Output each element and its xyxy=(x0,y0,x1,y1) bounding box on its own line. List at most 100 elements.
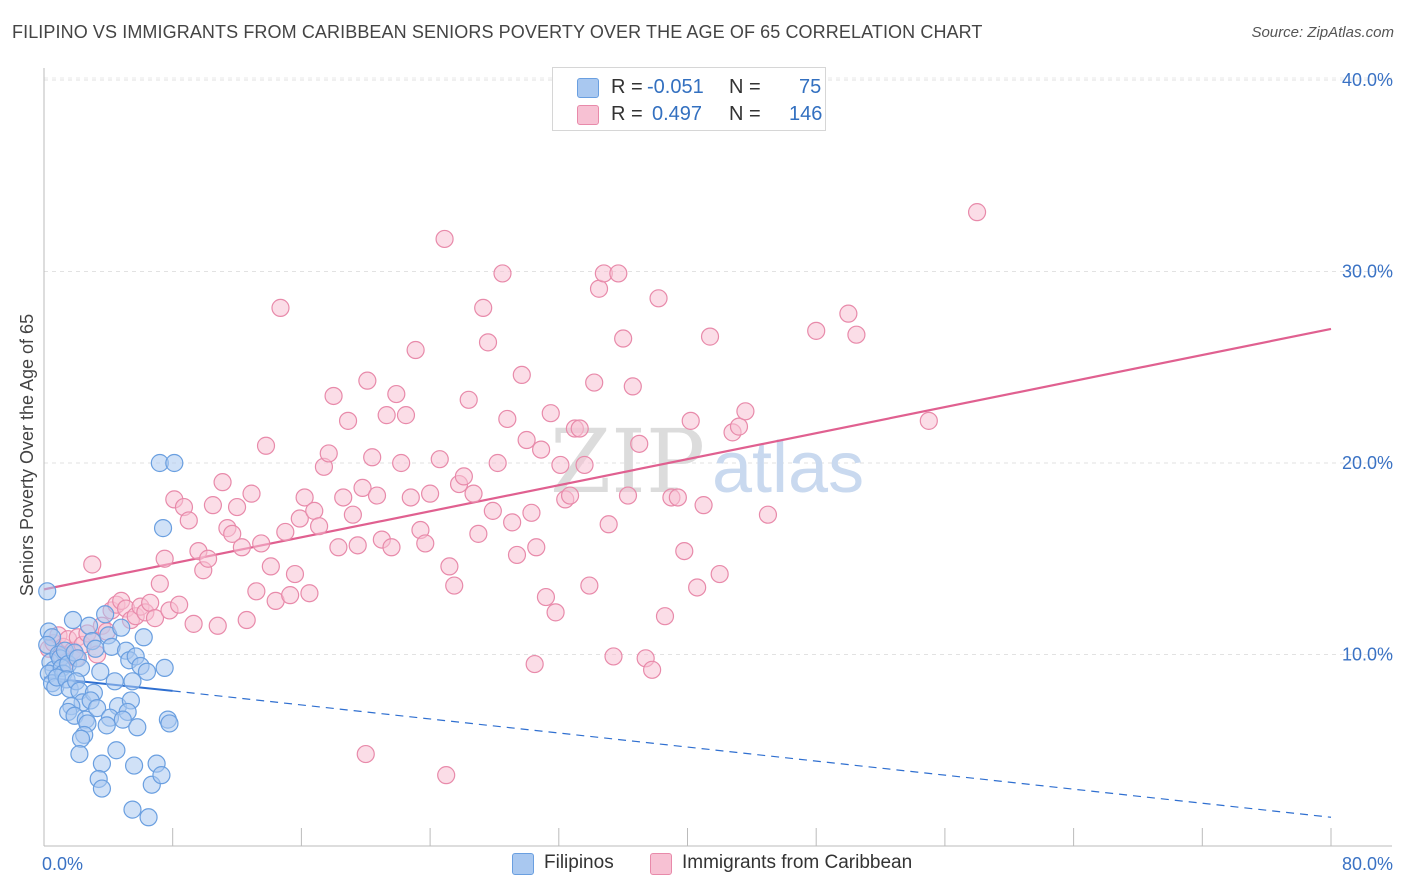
chart-title: FILIPINO VS IMMIGRANTS FROM CARIBBEAN SE… xyxy=(12,22,983,42)
caribbean-point-43 xyxy=(227,497,247,517)
caribbean-point-99 xyxy=(503,513,522,532)
caribbean-point-58 xyxy=(300,584,319,603)
caribbean-point-107 xyxy=(541,404,560,423)
caribbean-point-39 xyxy=(208,616,227,635)
filipinos-point-18 xyxy=(63,610,83,630)
filipinos-point-72 xyxy=(160,714,179,733)
caribbean-point-147 xyxy=(356,744,375,764)
filipinos-point-29 xyxy=(79,616,99,635)
trend-lines xyxy=(43,327,1332,818)
caribbean-point-111 xyxy=(560,486,580,505)
y-tick-label-2: 30.0% xyxy=(1342,262,1393,282)
caribbean-point-62 xyxy=(319,444,338,463)
caribbean-point-48 xyxy=(252,534,271,553)
legend-swatch-filipinos xyxy=(577,78,599,98)
filipinos-point-66 xyxy=(139,808,158,827)
x-tick-label-0: 0.0% xyxy=(42,854,83,874)
filipinos-point-51 xyxy=(112,618,131,637)
filipinos-point-60 xyxy=(134,628,153,647)
caribbean-point-113 xyxy=(570,419,589,438)
caribbean-point-25 xyxy=(141,593,160,612)
caribbean-point-46 xyxy=(242,484,261,503)
legend-r-value: 0.497 xyxy=(652,103,703,125)
tick-labels: 10.0% 20.0% 30.0% 40.0% 0.0% 80.0% xyxy=(42,70,1393,874)
y-tick-label-3: 40.0% xyxy=(1342,70,1393,90)
filipinos-trend-extension xyxy=(172,690,1332,818)
caribbean-point-76 xyxy=(387,384,406,404)
caribbean-point-122 xyxy=(614,329,633,348)
caribbean-point-68 xyxy=(348,536,367,555)
caribbean-point-50 xyxy=(261,557,280,576)
filipinos-point-40 xyxy=(92,754,112,773)
caribbean-point-75 xyxy=(382,538,401,557)
caribbean-point-33 xyxy=(179,511,198,530)
caribbean-point-53 xyxy=(276,522,295,542)
caribbean-point-149 xyxy=(525,654,544,674)
caribbean-point-102 xyxy=(517,430,536,450)
filipinos-point-0 xyxy=(38,582,57,601)
caribbean-point-148 xyxy=(437,766,456,785)
source-label: Source: ZipAtlas.com xyxy=(1251,24,1394,41)
filipinos-point-42 xyxy=(92,779,112,798)
caribbean-point-104 xyxy=(527,538,546,557)
caribbean-point-44 xyxy=(232,538,251,557)
caribbean-point-105 xyxy=(532,440,551,459)
filipinos-point-38 xyxy=(71,729,91,748)
caribbean-point-87 xyxy=(445,576,464,595)
filipinos-point-43 xyxy=(96,605,115,624)
filipinos-point-32 xyxy=(91,662,110,681)
bottom-legend-label-filipinos: Filipinos xyxy=(544,852,614,873)
caribbean-point-82 xyxy=(416,534,435,553)
caribbean-point-90 xyxy=(459,390,478,409)
caribbean-point-54 xyxy=(281,586,300,605)
caribbean-point-27 xyxy=(150,574,169,593)
caribbean-point-59 xyxy=(305,501,324,520)
caribbean-point-69 xyxy=(353,478,372,497)
legend-n-value: 75 xyxy=(799,76,822,98)
caribbean-point-83 xyxy=(421,484,440,503)
filipinos-point-68 xyxy=(152,766,171,785)
caribbean-point-103 xyxy=(522,503,541,522)
caribbean-point-42 xyxy=(223,524,242,543)
caribbean-point-85 xyxy=(435,229,454,249)
caribbean-point-100 xyxy=(507,545,527,565)
caribbean-point-60 xyxy=(309,517,329,536)
caribbean-point-63 xyxy=(324,386,343,406)
watermark-atlas: atlas xyxy=(712,428,864,508)
caribbean-point-77 xyxy=(392,453,411,473)
caribbean-point-109 xyxy=(551,455,570,475)
caribbean-point-55 xyxy=(285,564,305,584)
caribbean-point-141 xyxy=(758,505,778,524)
caribbean-point-37 xyxy=(198,549,218,568)
bottom-legend-swatch-filipinos xyxy=(512,853,534,875)
caribbean-point-40 xyxy=(213,473,232,492)
caribbean-point-45 xyxy=(237,610,256,630)
caribbean-point-123 xyxy=(618,486,638,505)
caribbean-point-101 xyxy=(512,365,531,385)
caribbean-point-26 xyxy=(145,609,165,628)
bottom-legend-swatch-caribbean xyxy=(650,853,672,875)
caribbean-point-57 xyxy=(295,488,314,507)
caribbean-point-49 xyxy=(256,436,276,455)
correlation-legend: R = -0.051 N = 75 R = 0.497 N = 146 xyxy=(552,67,826,131)
caribbean-point-95 xyxy=(483,501,502,520)
filipinos-point-49 xyxy=(97,716,116,735)
caribbean-point-114 xyxy=(575,455,594,475)
legend-n-value: 146 xyxy=(789,103,823,125)
caribbean-point-28 xyxy=(155,549,174,568)
filipinos-point-74 xyxy=(165,453,184,473)
axes xyxy=(43,68,1392,847)
y-tick-label-1: 20.0% xyxy=(1342,453,1393,473)
caribbean-point-72 xyxy=(367,486,387,505)
caribbean-point-137 xyxy=(710,564,729,584)
caribbean-point-124 xyxy=(623,377,642,396)
y-tick-label-0: 10.0% xyxy=(1342,645,1393,665)
caribbean-point-31 xyxy=(170,595,189,614)
caribbean-point-140 xyxy=(736,402,755,421)
caribbean-point-70 xyxy=(358,371,377,390)
caribbean-point-96 xyxy=(488,453,507,473)
legend-r-label: R = xyxy=(611,76,643,98)
caribbean-point-67 xyxy=(343,505,362,524)
caribbean-point-84 xyxy=(430,450,449,469)
caribbean-point-74 xyxy=(377,406,396,425)
